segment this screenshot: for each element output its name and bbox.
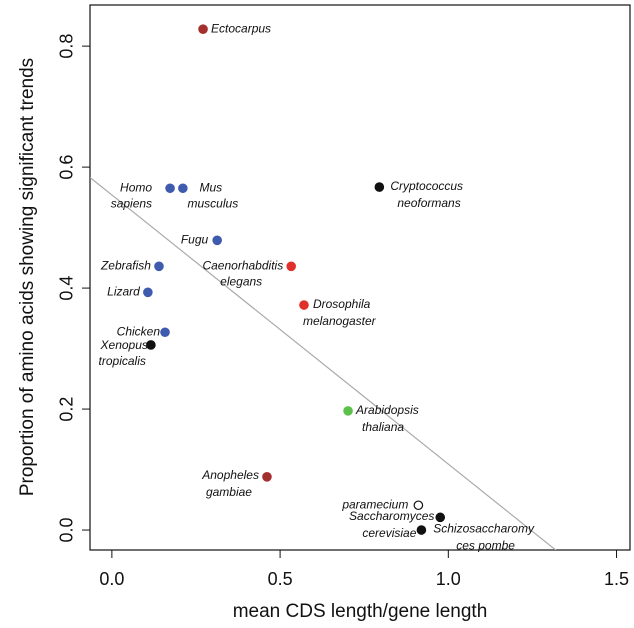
point (299, 300, 309, 310)
point (374, 182, 385, 192)
x-tick-label: 0.5 (268, 569, 293, 589)
point-label: Zebrafish (100, 258, 151, 272)
point (286, 261, 296, 272)
point-label: thaliana (362, 420, 404, 434)
x-tick-label: 1.0 (436, 569, 461, 589)
y-tick-label: 0.6 (57, 155, 77, 180)
point (413, 500, 424, 511)
y-tick-label: 0.2 (57, 397, 77, 422)
point-label: Mus (200, 180, 223, 194)
point (154, 261, 164, 272)
point (165, 183, 175, 194)
y-axis-title: Proportion of amino acids showing signif… (17, 58, 38, 496)
point (343, 406, 353, 416)
point-label: Saccharomyces (349, 509, 434, 523)
y-tick-label: 0.4 (57, 276, 77, 301)
point-label: tropicalis (99, 354, 146, 368)
point (416, 525, 427, 535)
point-label: ces pombe (456, 539, 515, 553)
point (160, 327, 170, 338)
point-label: Xenopus (100, 338, 148, 352)
x-tick-label: 1.5 (604, 569, 629, 589)
trend-line (90, 176, 557, 550)
point-label: Schizosaccharomy (433, 522, 535, 536)
point-label: gambiae (206, 485, 252, 499)
point (262, 472, 272, 482)
x-tick-label: 0.0 (99, 569, 124, 589)
point-label: melanogaster (303, 314, 377, 328)
point-label: sapiens (111, 196, 152, 210)
point-label: Cryptococcus (390, 179, 463, 193)
y-tick-label: 0.0 (57, 518, 77, 543)
point-label: Ectocarpus (211, 21, 271, 35)
point-label: Drosophila (313, 297, 371, 311)
point-label: Fugu (181, 232, 209, 246)
point (198, 24, 208, 34)
point-label: Homo (120, 180, 152, 194)
plot-frame (89, 4, 631, 551)
point-label: elegans (220, 274, 262, 288)
point-label: musculus (188, 196, 239, 210)
point-label: cerevisiae (362, 526, 416, 540)
point-label: Arabidopsis (355, 403, 419, 417)
point-label: Anopheles (201, 468, 259, 482)
point (178, 183, 188, 194)
point (146, 340, 156, 350)
point-label: neoformans (397, 196, 460, 210)
point (212, 235, 222, 246)
point-label: paramecium (341, 497, 408, 511)
point-label: Lizard (107, 284, 140, 298)
point (435, 512, 446, 523)
x-axis-title: mean CDS length/gene length (233, 601, 488, 622)
point-label: Chicken (117, 324, 161, 338)
y-tick-label: 0.8 (57, 34, 77, 59)
point-label: Caenorhabditis (202, 258, 283, 272)
point (143, 287, 153, 298)
